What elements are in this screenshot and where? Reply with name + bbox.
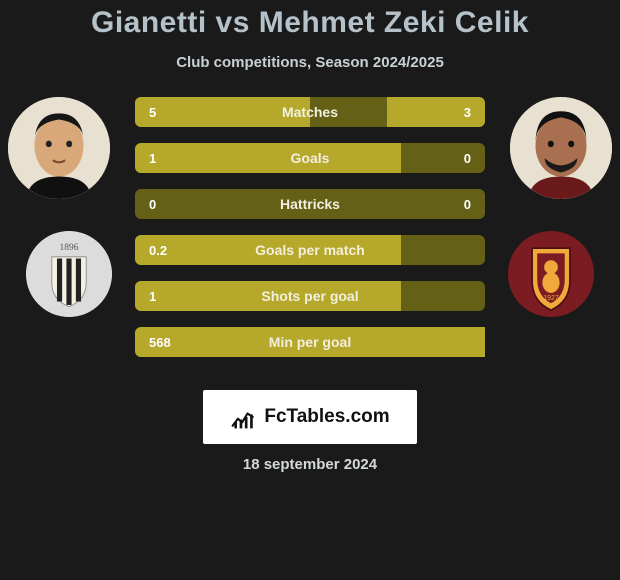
stat-value-left: 1 xyxy=(149,151,156,166)
stat-label: Matches xyxy=(282,104,338,120)
stat-row: 1 Goals 0 xyxy=(135,143,485,173)
stat-value-left: 5 xyxy=(149,105,156,120)
stat-label: Hattricks xyxy=(280,196,340,212)
stat-label: Goals per match xyxy=(255,242,365,258)
player-left-avatar xyxy=(8,97,110,199)
header: Gianetti vs Mehmet Zeki Celik Club compe… xyxy=(0,0,620,71)
stat-label: Goals xyxy=(291,150,330,166)
stat-label: Min per goal xyxy=(269,334,351,350)
branding-badge: FcTables.com xyxy=(203,390,417,444)
stat-fill-left xyxy=(135,143,401,173)
player-right-avatar xyxy=(510,97,612,199)
stat-bars: 5 Matches 3 1 Goals 0 0 Hattricks 0 0.2 Goals per … xyxy=(135,97,485,373)
stat-value-left: 1 xyxy=(149,289,156,304)
branding-text: FcTables.com xyxy=(264,406,389,428)
stat-row: 5 Matches 3 xyxy=(135,97,485,127)
stat-value-left: 568 xyxy=(149,335,171,350)
stat-value-right: 0 xyxy=(464,151,471,166)
stat-value-right: 3 xyxy=(464,105,471,120)
stat-row: 0 Hattricks 0 xyxy=(135,189,485,219)
stat-value-left: 0 xyxy=(149,197,156,212)
stat-row: 568 Min per goal xyxy=(135,327,485,357)
club-right-crest: 1927 xyxy=(508,231,594,317)
fctables-icon xyxy=(230,403,258,431)
page-subtitle: Club competitions, Season 2024/2025 xyxy=(0,54,620,71)
club-left-crest: 1896 xyxy=(26,231,112,317)
page-title: Gianetti vs Mehmet Zeki Celik xyxy=(0,6,620,40)
svg-text:1927: 1927 xyxy=(543,295,558,302)
stat-label: Shots per goal xyxy=(261,288,358,304)
stat-row: 0.2 Goals per match xyxy=(135,235,485,265)
stat-row: 1 Shots per goal xyxy=(135,281,485,311)
stat-value-right: 0 xyxy=(464,197,471,212)
stat-value-left: 0.2 xyxy=(149,243,167,258)
svg-text:1896: 1896 xyxy=(60,243,79,253)
snapshot-date: 18 september 2024 xyxy=(0,456,620,473)
